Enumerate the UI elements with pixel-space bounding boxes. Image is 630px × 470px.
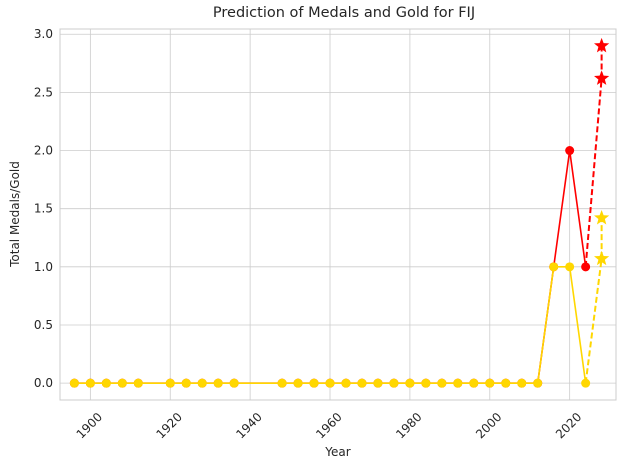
- gold-history-point: [501, 378, 511, 388]
- y-axis-ticks: 0.0 0.5 1.0 1.5 2.0 2.5 3.0: [34, 27, 53, 390]
- y-tick-label: 2.0: [34, 144, 53, 158]
- gold-history-point: [389, 378, 399, 388]
- x-tick-label: 1980: [393, 410, 424, 441]
- gold-history-point: [405, 378, 415, 388]
- total-medals-prediction-star-point: [594, 37, 610, 53]
- gold-history-point: [309, 378, 319, 388]
- gold-history-point: [229, 378, 239, 388]
- grid: [60, 29, 616, 400]
- y-tick-label: 1.5: [34, 202, 53, 216]
- x-axis-label: Year: [324, 445, 350, 459]
- y-tick-label: 1.0: [34, 260, 53, 274]
- gold-history-point: [101, 378, 111, 388]
- gold-history-point: [293, 378, 303, 388]
- gold-history-point: [421, 378, 431, 388]
- series-layer: [69, 37, 610, 388]
- gold-history-point: [69, 378, 79, 388]
- series-gold-prediction: [584, 209, 610, 384]
- x-tick-label: 2000: [473, 410, 504, 441]
- y-tick-label: 2.5: [34, 85, 53, 99]
- series-total-medals-prediction: [584, 37, 610, 267]
- gold-history-point: [565, 262, 575, 272]
- y-tick-label: 3.0: [34, 27, 53, 41]
- total-medals-history-point: [565, 146, 575, 156]
- gold-history-point: [357, 378, 367, 388]
- y-tick-label: 0.0: [34, 376, 53, 390]
- gold-history-point: [117, 378, 127, 388]
- gold-history-point: [277, 378, 287, 388]
- gold-history-point: [133, 378, 143, 388]
- gold-history-point: [533, 378, 543, 388]
- x-tick-label: 1940: [233, 410, 264, 441]
- gold-history-point: [549, 262, 559, 272]
- gold-history-point: [181, 378, 191, 388]
- total-medals-prediction-star-point: [594, 70, 610, 85]
- plot-area: [59, 28, 617, 401]
- gold-history-point: [197, 378, 207, 388]
- gold-history-point: [437, 378, 447, 388]
- gold-prediction-line: [584, 217, 603, 384]
- gold-history-point: [373, 378, 383, 388]
- y-axis-label: Total Medals/Gold: [8, 161, 22, 268]
- gold-history-point: [517, 378, 527, 388]
- gold-history-point: [341, 378, 351, 388]
- gold-prediction-star-point: [594, 250, 610, 266]
- x-axis-ticks: 1900 1920 1940 1960 1980 2000 2020: [74, 410, 585, 441]
- gold-prediction-star-point: [594, 209, 610, 225]
- x-tick-label: 1920: [154, 410, 185, 441]
- y-tick-label: 0.5: [34, 318, 53, 332]
- chart-title: Prediction of Medals and Gold for FIJ: [213, 5, 475, 21]
- gold-history-point: [165, 378, 175, 388]
- x-tick-label: 1960: [313, 410, 344, 441]
- series-gold-history: [69, 262, 591, 388]
- x-tick-label: 1900: [74, 410, 105, 441]
- gold-history-point: [485, 378, 495, 388]
- gold-history-point: [453, 378, 463, 388]
- gold-history-point: [325, 378, 335, 388]
- gold-history-point: [85, 378, 95, 388]
- gold-history-point: [213, 378, 223, 388]
- x-tick-label: 2020: [553, 410, 584, 441]
- gold-history-point: [469, 378, 479, 388]
